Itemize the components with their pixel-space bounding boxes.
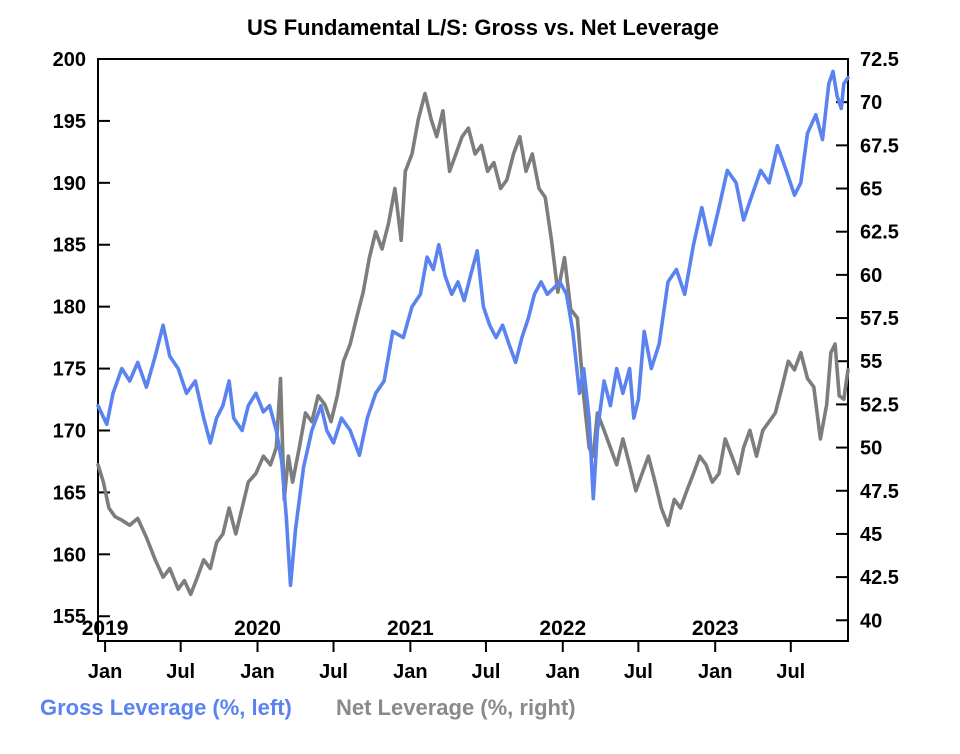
left-tick-label: 155 [53, 606, 86, 628]
month-tick-label: Jul [471, 661, 500, 683]
chart-title: US Fundamental L/S: Gross vs. Net Levera… [247, 15, 719, 40]
plot-frame [97, 58, 849, 642]
legend-net-leverage: Net Leverage (%, right) [336, 695, 576, 720]
year-label: 2023 [692, 617, 739, 640]
x-axis: Jan Jul Jan Jul Jan Jul Jan Jul Jan Jul [88, 641, 805, 683]
right-tick-label: 70 [860, 92, 882, 114]
left-tick-label: 160 [53, 544, 86, 566]
legend-gross-leverage: Gross Leverage (%, left) [40, 695, 292, 720]
month-tick-label: Jul [624, 661, 653, 683]
left-tick-label: 190 [53, 173, 86, 195]
right-tick-label: 62.5 [860, 222, 899, 244]
year-label: 2020 [234, 617, 281, 640]
year-labels: 2019 2020 2021 2022 2023 [82, 617, 739, 640]
right-tick-label: 60 [860, 265, 882, 287]
left-tick-label: 185 [53, 235, 86, 257]
right-axis: 72.5 70 67.5 65 62.5 60 57.5 55 52.5 50 47.5 45 42.5… [836, 49, 899, 632]
left-tick-label: 175 [53, 359, 86, 381]
left-tick-label: 165 [53, 482, 86, 504]
left-tick-label: 200 [53, 49, 86, 71]
left-axis: 200 195 190 185 180 175 170 165 160 155 [53, 49, 110, 628]
right-tick-label: 72.5 [860, 49, 899, 71]
right-tick-label: 52.5 [860, 394, 899, 416]
left-tick-label: 180 [53, 297, 86, 319]
month-tick-label: Jul [166, 661, 195, 683]
month-tick-label: Jan [88, 661, 122, 683]
left-tick-label: 170 [53, 420, 86, 442]
right-tick-label: 57.5 [860, 308, 899, 330]
year-label: 2021 [387, 617, 434, 640]
right-tick-label: 47.5 [860, 481, 899, 503]
series-layer [96, 69, 850, 597]
net-leverage-line [96, 91, 850, 597]
left-tick-label: 195 [53, 111, 86, 133]
right-tick-label: 45 [860, 524, 882, 546]
right-tick-label: 55 [860, 351, 882, 373]
right-tick-label: 65 [860, 179, 882, 201]
month-tick-label: Jan [546, 661, 580, 683]
month-tick-label: Jan [698, 661, 732, 683]
month-tick-label: Jul [776, 661, 805, 683]
month-tick-label: Jan [393, 661, 427, 683]
month-tick-label: Jan [240, 661, 274, 683]
year-label: 2019 [82, 617, 129, 640]
right-tick-label: 67.5 [860, 135, 899, 157]
month-tick-label: Jul [319, 661, 348, 683]
right-tick-label: 40 [860, 610, 882, 632]
right-tick-label: 50 [860, 438, 882, 460]
gross-leverage-line [96, 69, 850, 588]
right-tick-label: 42.5 [860, 567, 899, 589]
year-label: 2022 [539, 617, 586, 640]
